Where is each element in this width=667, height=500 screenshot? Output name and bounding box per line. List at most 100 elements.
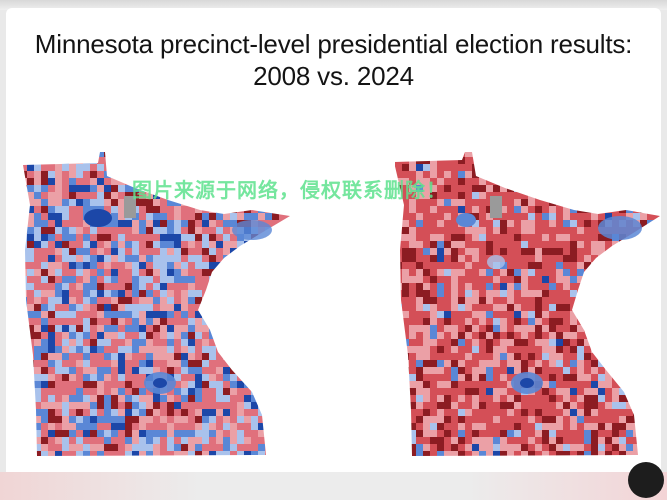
precinct-tile: [272, 227, 279, 234]
precinct-tile: [591, 164, 598, 171]
precinct-tile: [577, 164, 584, 171]
precinct-tile: [577, 430, 584, 437]
precinct-tile: [563, 283, 570, 290]
precinct-tile: [202, 164, 209, 171]
precinct-tile: [493, 430, 500, 437]
precinct-tile: [55, 241, 62, 248]
precinct-tile: [479, 451, 486, 456]
precinct-tile: [458, 171, 465, 178]
precinct-tile: [48, 444, 55, 451]
precinct-tile: [293, 360, 300, 367]
precinct-tile: [430, 157, 437, 164]
precinct-tile: [167, 276, 174, 283]
precinct-tile: [549, 318, 556, 325]
precinct-tile: [111, 402, 118, 409]
precinct-tile: [90, 388, 97, 395]
precinct-tile: [153, 164, 160, 171]
precinct-tile: [409, 255, 416, 262]
precinct-tile: [34, 423, 41, 430]
precinct-tile: [293, 451, 300, 458]
precinct-tile: [556, 206, 563, 213]
precinct-tile: [48, 213, 55, 220]
precinct-tile: [174, 402, 181, 409]
precinct-tile: [626, 269, 633, 276]
precinct-tile: [62, 430, 69, 437]
precinct-tile: [437, 353, 444, 360]
precinct-tile: [69, 192, 76, 199]
precinct-tile: [409, 297, 416, 304]
precinct-tile: [23, 402, 27, 409]
precinct-tile: [647, 451, 654, 456]
precinct-tile: [598, 241, 605, 248]
precinct-tile: [41, 178, 48, 185]
precinct-tile: [654, 311, 660, 318]
precinct-tile: [251, 283, 258, 290]
precinct-tile: [132, 416, 139, 423]
precinct-tile: [83, 395, 90, 402]
precinct-tile: [202, 262, 209, 269]
precinct-tile: [423, 437, 430, 444]
precinct-tile: [465, 332, 472, 339]
precinct-tile: [528, 423, 535, 430]
precinct-tile: [111, 339, 118, 346]
precinct-tile: [265, 423, 272, 430]
precinct-tile: [279, 430, 286, 437]
precinct-tile: [479, 213, 486, 220]
precinct-tile: [216, 430, 223, 437]
precinct-tile: [202, 458, 209, 465]
precinct-tile: [556, 290, 563, 297]
precinct-tile: [493, 437, 500, 444]
precinct-tile: [577, 346, 584, 353]
precinct-tile: [535, 311, 542, 318]
precinct-tile: [195, 367, 202, 374]
precinct-tile: [90, 346, 97, 353]
precinct-tile: [272, 255, 279, 262]
precinct-tile: [27, 262, 34, 269]
precinct-tile: [279, 220, 286, 227]
precinct-tile: [416, 297, 423, 304]
precinct-tile: [612, 192, 619, 199]
precinct-tile: [216, 283, 223, 290]
precinct-tile: [584, 297, 591, 304]
precinct-tile: [640, 451, 647, 456]
precinct-tile: [118, 353, 125, 360]
precinct-tile: [528, 283, 535, 290]
precinct-tile: [293, 276, 300, 283]
precinct-tile: [237, 304, 244, 311]
precinct-tile: [139, 367, 146, 374]
precinct-tile: [633, 269, 640, 276]
precinct-tile: [542, 346, 549, 353]
precinct-tile: [69, 423, 76, 430]
precinct-tile: [472, 381, 479, 388]
floating-action-button[interactable]: [628, 462, 664, 498]
precinct-tile: [654, 444, 660, 451]
precinct-tile: [514, 269, 521, 276]
precinct-tile: [76, 185, 83, 192]
precinct-tile: [661, 444, 667, 451]
precinct-tile: [23, 360, 27, 367]
precinct-tile: [556, 241, 563, 248]
precinct-tile: [591, 157, 598, 164]
precinct-tile: [640, 367, 647, 374]
precinct-tile: [237, 269, 244, 276]
precinct-tile: [626, 206, 633, 213]
precinct-tile: [493, 157, 500, 164]
precinct-tile: [444, 157, 451, 164]
precinct-tile: [521, 451, 528, 456]
precinct-tile: [76, 304, 83, 311]
precinct-tile: [605, 152, 612, 157]
precinct-tile: [633, 178, 640, 185]
precinct-tile: [486, 346, 493, 353]
precinct-tile: [563, 276, 570, 283]
precinct-tile: [514, 297, 521, 304]
precinct-tile: [195, 409, 202, 416]
precinct-tile: [146, 444, 153, 451]
precinct-tile: [493, 332, 500, 339]
precinct-tile: [493, 339, 500, 346]
precinct-tile: [286, 297, 290, 304]
precinct-tile: [633, 297, 640, 304]
precinct-tile: [111, 409, 118, 416]
precinct-tile: [69, 318, 76, 325]
precinct-tile: [167, 395, 174, 402]
precinct-tile: [41, 360, 48, 367]
